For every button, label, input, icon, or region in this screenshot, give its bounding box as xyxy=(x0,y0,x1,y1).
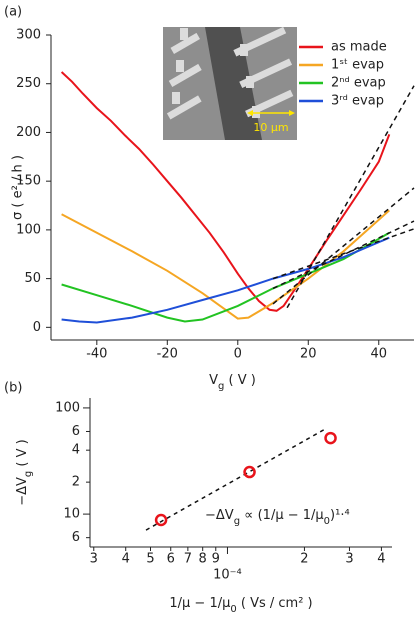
x-tick-label: 2 xyxy=(300,552,308,567)
y-axis-label-part: g xyxy=(23,471,34,477)
annotation-part: 0 xyxy=(324,516,330,527)
y-tick-label: 100 xyxy=(16,222,41,237)
annotation: −ΔVg ∝ (1/μ − 1/μ0)¹·⁴ xyxy=(205,508,350,527)
legend-label: 1ˢᵗ evap xyxy=(331,58,384,73)
y-tick-label: 150 xyxy=(16,174,41,189)
x-axis-label-part: g xyxy=(218,381,224,392)
panel-label: (a) xyxy=(4,5,22,20)
annotation-part: −ΔV xyxy=(205,508,234,523)
scale-bar-label: 10 µm xyxy=(253,121,288,134)
y-tick-label: 300 xyxy=(16,28,41,43)
y-tick-label: 100 xyxy=(55,400,80,415)
x-axis-label-part: ( Vs / cm² ) xyxy=(237,596,313,611)
x-tick-label: 3 xyxy=(345,552,353,567)
x-tick-label: 20 xyxy=(300,347,317,362)
inset-micrograph: 10 µm xyxy=(163,26,297,140)
x-tick-label: 40 xyxy=(370,347,387,362)
y-axis-label-part: −ΔV xyxy=(15,477,30,506)
y-axis-label: σ ( e² / h ) xyxy=(11,155,26,220)
x-tick-label: -40 xyxy=(86,347,107,362)
series-line xyxy=(61,209,390,320)
series-line xyxy=(61,231,390,323)
x-tick-label: 10⁻⁴ xyxy=(213,568,242,583)
x-tick-label: 0 xyxy=(234,347,242,362)
y-axis-label-part: ( V ) xyxy=(15,439,30,470)
annotation-part: g xyxy=(234,516,240,527)
y-tick-label: 50 xyxy=(24,271,41,286)
y-tick-label: 200 xyxy=(16,125,41,140)
x-tick-label: 4 xyxy=(377,552,385,567)
panel-label: (b) xyxy=(4,381,22,396)
y-tick-label: 10 xyxy=(63,507,80,522)
fit-line xyxy=(272,228,415,280)
x-axis-label-part: ( V ) xyxy=(224,373,255,388)
x-axis-label: 1/μ − 1/μ0 ( Vs / cm² ) xyxy=(169,596,312,615)
x-tick-label: 6 xyxy=(167,552,175,567)
fit-line xyxy=(145,427,328,531)
legend-label: 3ʳᵈ evap xyxy=(331,94,384,109)
x-axis-label-part: 0 xyxy=(230,604,236,615)
y-tick-label: 2 xyxy=(72,475,80,490)
fit-line xyxy=(272,187,415,305)
data-point xyxy=(243,465,256,479)
fit-line xyxy=(286,85,415,309)
data-point xyxy=(154,513,168,527)
y-tick-label: 0 xyxy=(33,320,41,335)
x-tick-label: 5 xyxy=(146,552,154,567)
data-point xyxy=(324,431,337,445)
x-tick-label: 8 xyxy=(199,552,207,567)
x-axis-label-part: V xyxy=(209,373,218,388)
y-tick-label: 4 xyxy=(72,443,80,458)
series-line xyxy=(61,236,390,324)
x-tick-label: 9 xyxy=(212,552,220,567)
annotation-part: )¹·⁴ xyxy=(330,508,350,523)
x-tick-label: 4 xyxy=(122,552,130,567)
x-axis-label: Vg ( V ) xyxy=(209,373,256,392)
y-tick-label: 250 xyxy=(16,76,41,91)
x-axis-label-part: 1/μ − 1/μ xyxy=(169,596,230,611)
x-tick-label: 3 xyxy=(90,552,98,567)
annotation-part: ∝ (1/μ − 1/μ xyxy=(240,508,324,523)
y-tick-label: 6 xyxy=(72,530,80,545)
series-line xyxy=(60,71,391,312)
y-tick-label: 6 xyxy=(72,424,80,439)
y-axis-label: −ΔVg ( V ) xyxy=(15,439,34,505)
legend-label: 2ⁿᵈ evap xyxy=(331,76,386,91)
x-tick-label: 7 xyxy=(184,552,192,567)
legend-label: as made xyxy=(331,40,387,55)
fit-line xyxy=(272,220,415,290)
x-tick-label: -20 xyxy=(157,347,178,362)
